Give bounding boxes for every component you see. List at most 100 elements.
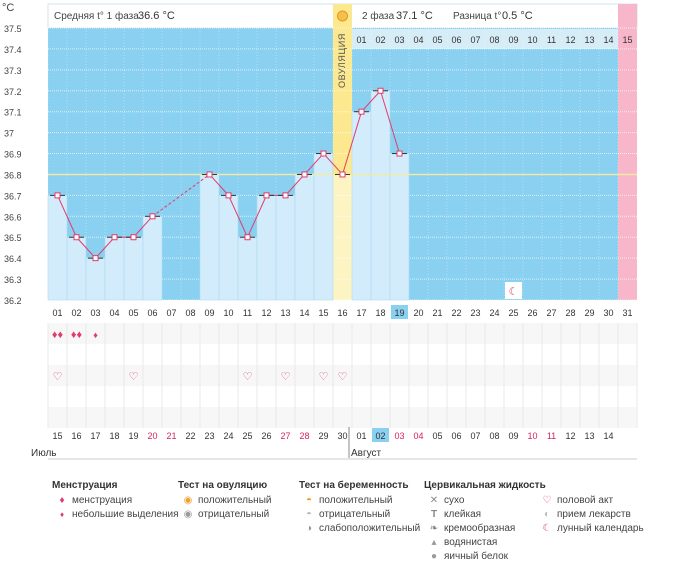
cycle-day-label: 16 [337, 308, 347, 318]
watery-icon: ▴ [431, 537, 437, 548]
date-label: 28 [299, 431, 309, 441]
y-tick-label: 37 [4, 129, 14, 139]
temperature-line [48, 87, 637, 262]
cycle-day-label: 17 [356, 308, 366, 318]
symptom-row [48, 344, 637, 365]
month-label: Июль [31, 448, 57, 459]
pill-icon: ◐ [543, 509, 551, 520]
temperature-segment [342, 111, 362, 175]
temperature-segment [95, 236, 115, 259]
diff-label: Разница t° [453, 11, 501, 22]
legend-item: слабоположительный [319, 523, 421, 534]
post-ovulation-day-label: 10 [527, 35, 537, 45]
post-ovulation-cell [561, 29, 580, 49]
date-label: 06 [451, 431, 461, 441]
post-ovulation-cell [599, 29, 618, 49]
temperature-segment [304, 153, 324, 175]
temperature-segment [152, 174, 210, 217]
date-label: 23 [204, 431, 214, 441]
y-tick-label: 36.4 [4, 254, 22, 264]
date-label: 10 [527, 431, 537, 441]
y-tick-label: 37.1 [4, 108, 22, 118]
date-label: 14 [603, 431, 613, 441]
temperature-segment [228, 195, 248, 238]
post-ovulation-day-label: 01 [356, 35, 366, 45]
cycle-day-label: 15 [318, 308, 328, 318]
temperature-column [313, 153, 334, 301]
post-ovulation-cell [371, 29, 390, 49]
date-label: 17 [90, 431, 100, 441]
y-tick-label: 37.2 [4, 87, 22, 97]
post-ovulation-day-label: 03 [394, 35, 404, 45]
phase1-label: Средняя t° 1 фаза [54, 10, 139, 22]
temperature-point [282, 192, 289, 199]
legend-item: прием лекарств [557, 509, 631, 520]
bbt-chart: 36.2 36.3 36.4 36.5 36.6 36.7 36.8 36.9 37 37.1 37… [2, 2, 638, 460]
legend-pregnancy-test: Тест на беременность ◓ положительный ◓ отр… [299, 480, 420, 536]
y-tick-label: 36.3 [4, 275, 22, 285]
legend-pregnancy-test-title: Тест на беременность [299, 480, 409, 491]
temperature-columns [47, 90, 410, 301]
temperature-point [111, 234, 118, 241]
phase2-value: 37.1 °C [396, 10, 433, 22]
date-label: 29 [318, 431, 328, 441]
phase2-label: 2 фаза [362, 10, 395, 22]
cycle-day-label: 24 [489, 308, 499, 318]
date-label: 30 [337, 431, 347, 441]
date-label: 12 [565, 431, 575, 441]
temperature-point [225, 192, 232, 199]
blood-drops-icon: ♦♦ [71, 329, 83, 341]
date-label: 25 [242, 431, 252, 441]
date-label: 04 [413, 431, 423, 441]
symptom-row [48, 365, 637, 386]
date-label: 09 [508, 431, 518, 441]
date-label: 02 [375, 431, 385, 441]
y-tick-label: 36.6 [4, 212, 22, 222]
date-label: 13 [584, 431, 594, 441]
cycle-day-label: 30 [603, 308, 613, 318]
legend-ovulation-test: Тест на овуляцию ◉ положительный ◉ отрицат… [178, 480, 271, 522]
egg-white-icon: ● [430, 551, 438, 562]
temperature-column [85, 257, 106, 301]
date-label: 22 [185, 431, 195, 441]
symptom-marks: ♦♦ ♦♦ ♦♡ ♡ ♡ ♡ ♡ ♡☾ [52, 282, 522, 383]
heart-icon: ♡ [53, 371, 63, 383]
legend-cervical-title: Цервикальная жидкость [424, 480, 546, 491]
post-ovulation-cell [542, 29, 561, 49]
ovulation-label: ОВУЛЯЦИЯ [337, 33, 347, 88]
blood-drop-icon: ♦ [93, 330, 98, 340]
post-ovulation-cell [504, 29, 523, 49]
temperature-point [339, 171, 346, 178]
temperature-point [54, 192, 61, 199]
legend-item: положительный [319, 495, 393, 506]
legend-menstruation: Менструация ♦ менструация ♦ небольшие выде… [52, 480, 179, 522]
blood-drops-icon: ♦♦ [52, 329, 64, 341]
symptom-row [48, 386, 637, 407]
cycle-day-label: 28 [565, 308, 575, 318]
temperature-column [275, 195, 296, 301]
date-label: 18 [109, 431, 119, 441]
temperature-segment [361, 90, 381, 113]
post-ovulation-day-label: 09 [508, 35, 518, 45]
date-label: 24 [223, 431, 233, 441]
today-date-highlight [372, 428, 389, 442]
cycle-day-label: 25 [508, 308, 518, 318]
temperature-point [244, 234, 251, 241]
temperature-column [237, 236, 258, 301]
date-label: 15 [52, 431, 62, 441]
legend-item: лунный календарь [557, 523, 644, 534]
temperature-column [123, 236, 144, 301]
cycle-day-label: 10 [223, 308, 233, 318]
y-tick-label: 36.7 [4, 191, 22, 201]
post-ovulation-day-label: 07 [470, 35, 480, 45]
temperature-column [370, 90, 391, 301]
post-ovulation-cell [352, 29, 371, 49]
cycle-day-label: 05 [128, 308, 138, 318]
legend-ovulation-test-title: Тест на овуляцию [178, 480, 268, 491]
cycle-day-label: 18 [375, 308, 385, 318]
legend-item: половой акт [557, 495, 614, 506]
diff-value: 0.5 °C [502, 10, 533, 22]
legend-item: кремообразная [444, 523, 516, 534]
heart-icon: ♡ [338, 371, 348, 383]
temperature-column [351, 111, 372, 301]
